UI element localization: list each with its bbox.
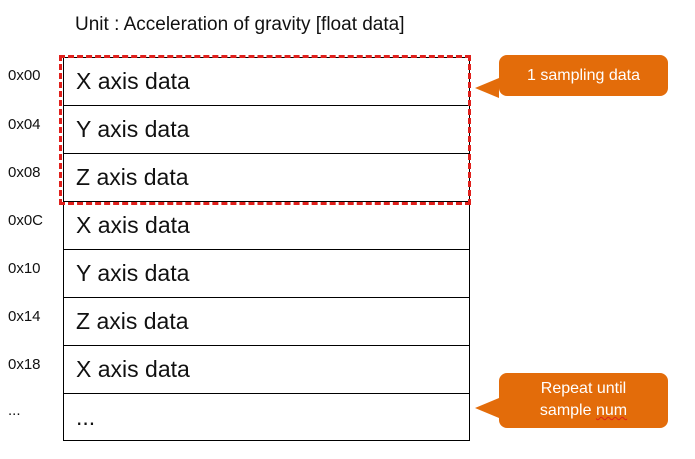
table-row: X axis data bbox=[63, 57, 470, 105]
offset-label: 0x08 bbox=[8, 164, 41, 181]
table-row: ... bbox=[63, 393, 470, 441]
callout-text: 1 sampling data bbox=[527, 67, 640, 84]
offset-label: 0x00 bbox=[8, 67, 41, 84]
sampling-data-callout: 1 sampling data bbox=[475, 55, 668, 98]
callout-word: sample bbox=[539, 402, 592, 419]
callout-pointer bbox=[475, 398, 499, 418]
callout-text-line2: sample num bbox=[499, 400, 668, 422]
table-row: X axis data bbox=[63, 345, 470, 393]
table-row: Z axis data bbox=[63, 153, 470, 201]
offset-label: 0x0C bbox=[8, 212, 44, 229]
offset-label: 0x04 bbox=[8, 116, 41, 133]
memory-layout-table: X axis data Y axis data Z axis data X ax… bbox=[63, 57, 470, 441]
offset-label: 0x10 bbox=[8, 260, 41, 277]
table-row: Z axis data bbox=[63, 297, 470, 345]
offset-label: 0x14 bbox=[8, 308, 41, 325]
diagram-title: Unit : Acceleration of gravity [float da… bbox=[75, 14, 405, 35]
offset-label: 0x18 bbox=[8, 356, 41, 373]
spellcheck-marked-word: num bbox=[595, 402, 628, 419]
callout-pointer bbox=[475, 78, 499, 98]
offset-label: ... bbox=[8, 402, 21, 419]
table-row: Y axis data bbox=[63, 249, 470, 297]
callout-text-line1: Repeat until bbox=[540, 380, 627, 397]
repeat-callout: Repeat until sample num bbox=[475, 373, 668, 428]
table-row: X axis data bbox=[63, 201, 470, 249]
table-row: Y axis data bbox=[63, 105, 470, 153]
